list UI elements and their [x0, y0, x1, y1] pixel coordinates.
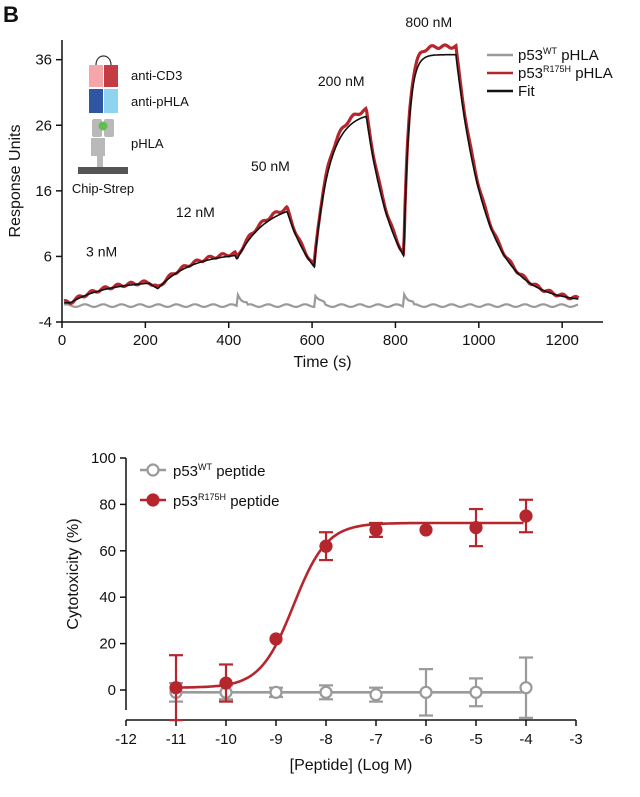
data-point [419, 685, 433, 699]
legend-entry-main: p53 [518, 65, 543, 82]
inset-label-anti-cd3: anti-CD3 [131, 68, 182, 83]
legend-entry-main: p53 [518, 47, 543, 64]
phla-stalk [97, 156, 103, 168]
fit-curve-r175h [176, 521, 524, 689]
x-tick-label: 600 [300, 332, 325, 349]
data-point [419, 523, 433, 537]
legend-entry-sup: R175H [198, 492, 226, 502]
y-axis-label: Cytotoxicity (%) [65, 518, 82, 629]
concentration-label: 3 nM [86, 243, 117, 259]
y-tick-label: 6 [44, 248, 52, 265]
y-tick-label: 26 [35, 117, 52, 134]
x-tick-label: -8 [319, 731, 332, 748]
legend-entry-sup: WT [543, 46, 557, 56]
y-tick-label: -4 [39, 314, 52, 331]
x-tick-label: -5 [469, 731, 482, 748]
x-tick-label: -4 [519, 731, 532, 748]
chip [78, 167, 128, 174]
data-point [369, 523, 383, 537]
data-point [369, 688, 383, 702]
legend-entry-sup: WT [198, 462, 212, 472]
x-tick-label: 1000 [462, 332, 495, 349]
x-axis-label: [Peptide] (Log M) [290, 757, 413, 774]
data-point [219, 676, 233, 690]
x-tick-label: 800 [383, 332, 408, 349]
legend-entry-main: p53 [173, 463, 198, 480]
y-tick-label: 40 [99, 589, 116, 606]
legend-entry-main: p53 [173, 493, 198, 510]
inset-schematic: anti-CD3 anti-pHLA pHLA Chip-Strep [72, 55, 189, 196]
data-point [469, 520, 483, 535]
y-tick-label: 100 [91, 450, 116, 467]
legend-entry: p53R175H pHLA [518, 64, 613, 82]
legend-entry-main: Fit [518, 83, 535, 100]
panel-letter: B [3, 2, 19, 27]
data-point [269, 685, 283, 699]
legend-entry: p53R175H peptide [173, 492, 279, 510]
phla-base [91, 138, 105, 156]
x-tick-label: -9 [269, 731, 282, 748]
anti-cd3-light-chain [89, 65, 103, 87]
x-axis-label: Time (s) [293, 354, 351, 371]
y-tick-label: 0 [108, 682, 116, 699]
x-tick-label: -6 [419, 731, 432, 748]
y-tick-label: 36 [35, 52, 52, 69]
x-tick-label: 1200 [545, 332, 578, 349]
legend-entry-suffix: pHLA [571, 65, 613, 82]
x-tick-label: 200 [133, 332, 158, 349]
legend-entry-suffix: peptide [212, 463, 265, 480]
inset-label-chip-strep: Chip-Strep [72, 181, 134, 196]
legend-entry-sup: R175H [543, 64, 571, 74]
data-point [319, 539, 333, 553]
linker [95, 55, 112, 66]
inset-label-anti-phla: anti-pHLA [131, 94, 189, 109]
x-tick-label: 0 [58, 332, 66, 349]
legend-entry-suffix: pHLA [557, 47, 599, 64]
concentration-label: 800 nM [405, 14, 452, 30]
concentration-label: 50 nM [251, 158, 290, 174]
y-tick-label: 16 [35, 183, 52, 200]
legend-entry-suffix: peptide [226, 493, 279, 510]
y-tick-label: 20 [99, 636, 116, 653]
legend-marker [146, 463, 160, 477]
concentration-label: 12 nM [176, 204, 215, 220]
x-tick-label: -3 [569, 731, 582, 748]
legend-entry: p53WT pHLA [518, 46, 599, 64]
x-tick-label: -7 [369, 731, 382, 748]
peptide [98, 121, 108, 131]
x-tick-label: 400 [216, 332, 241, 349]
y-tick-label: 80 [99, 496, 116, 513]
data-point [469, 685, 483, 699]
series-fit-line [64, 53, 579, 304]
y-tick-label: 60 [99, 543, 116, 560]
cytotoxicity-chart: -12 -11 -10 -9 -8 -7 -6 -5 -4 -3 0 20 40 60 80 100 [Pept… [65, 450, 583, 774]
x-tick-label: -11 [166, 731, 187, 748]
series-wt-line [63, 290, 579, 309]
legend-entry: Fit [518, 83, 535, 100]
y-axis-label: Response Units [7, 125, 24, 238]
data-point [519, 681, 533, 695]
x-tick-label: -10 [215, 731, 237, 748]
anti-phla-light-chain [104, 89, 118, 113]
data-point [269, 632, 283, 646]
legend-entry: p53WT peptide [173, 462, 265, 480]
anti-cd3-heavy-chain [104, 65, 118, 87]
concentration-label: 200 nM [318, 73, 365, 89]
x-tick-label: -12 [115, 731, 137, 748]
inset-label-phla: pHLA [131, 136, 164, 151]
data-point [519, 509, 533, 523]
data-point [169, 681, 183, 695]
binding-chart: 0 200 400 600 800 1000 1200 -4 6 16 26 36 Time (s) Re… [7, 14, 613, 371]
data-point [319, 685, 333, 699]
legend-marker [146, 493, 160, 507]
anti-phla-dark-chain [89, 89, 103, 113]
